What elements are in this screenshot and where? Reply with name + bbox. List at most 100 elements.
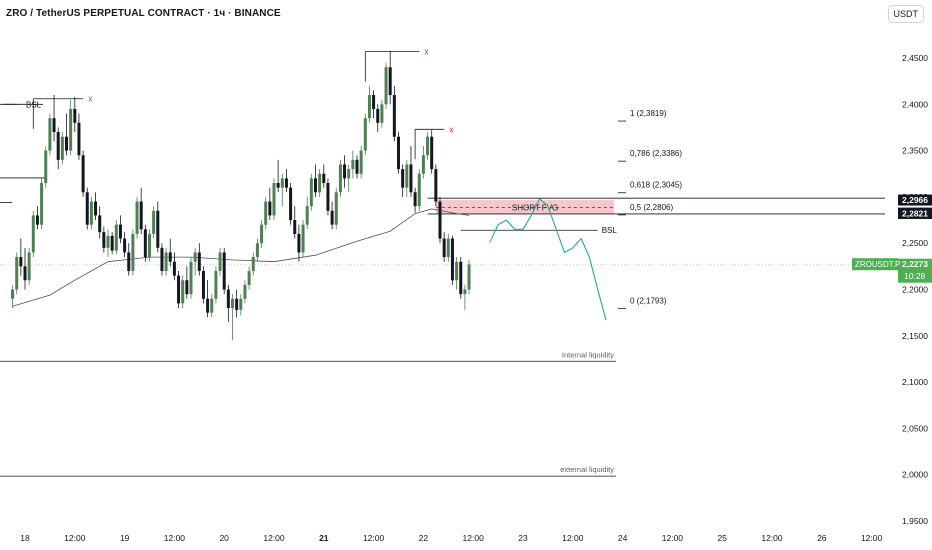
- cross-mark: x: [449, 124, 454, 134]
- price-tag-box: [898, 207, 932, 219]
- candle-body: [73, 108, 77, 123]
- candle-body: [289, 187, 293, 221]
- y-tick-label: 2,1500: [902, 331, 928, 341]
- candle-body: [384, 67, 388, 105]
- candle-body: [367, 95, 371, 119]
- price-tag-label: 2,2966: [902, 195, 928, 205]
- candle-body: [363, 118, 367, 151]
- candle-body: [31, 215, 35, 253]
- projection-line: [489, 198, 607, 321]
- candle-body: [94, 201, 98, 216]
- candle-body: [56, 132, 60, 160]
- y-tick-label: 2,4000: [902, 99, 928, 109]
- candle-body: [359, 150, 363, 174]
- bsl-label: BSL: [602, 226, 618, 235]
- candle-body: [231, 298, 234, 309]
- chart-title: ZRO / TetherUS PERPETUAL CONTRACT · 1ч ·…: [6, 8, 281, 19]
- candle-body: [172, 261, 176, 276]
- candle-body: [455, 261, 459, 281]
- candles: [11, 50, 471, 341]
- candle-body: [77, 122, 81, 156]
- candle-body: [52, 118, 56, 133]
- candle-body: [392, 95, 396, 137]
- y-tick-label: 1,9500: [902, 516, 928, 526]
- candle-body: [338, 164, 342, 193]
- candle-body: [181, 280, 185, 304]
- candle-body: [293, 220, 297, 234]
- x-tick-label: 12:00: [164, 533, 186, 543]
- x-tick-label: 25: [717, 533, 727, 543]
- ma-line: [12, 208, 470, 307]
- candle-body: [251, 257, 255, 271]
- candle-body: [214, 270, 218, 299]
- candle-body: [210, 298, 214, 313]
- symbol-tag-box: [852, 258, 898, 271]
- candle-body: [143, 229, 147, 258]
- candle-body: [197, 252, 201, 271]
- candle-body: [309, 178, 313, 207]
- candle-body: [118, 224, 122, 239]
- candle-body: [430, 136, 434, 170]
- candle-body: [322, 173, 326, 184]
- candle-body: [334, 192, 338, 225]
- candle-body: [426, 136, 430, 156]
- candle-body: [102, 232, 106, 248]
- candle-body: [110, 235, 114, 251]
- candle-body: [409, 164, 413, 193]
- candle-body: [276, 183, 280, 188]
- candle-body: [185, 280, 189, 295]
- candle-body: [326, 183, 330, 211]
- candle-body: [255, 243, 259, 258]
- candle-body: [314, 178, 317, 193]
- candle-body: [301, 224, 305, 253]
- candle-body: [318, 173, 322, 193]
- candle-body: [438, 201, 442, 239]
- candle-body: [351, 159, 355, 170]
- candle-body: [193, 252, 197, 262]
- x-tick-label: 12:00: [363, 533, 385, 543]
- currency-button[interactable]: USDT: [887, 5, 924, 23]
- candle-body: [15, 257, 19, 290]
- candle-body: [19, 257, 23, 267]
- candle-body: [405, 164, 409, 188]
- candle-body: [201, 270, 205, 299]
- candle-body: [81, 155, 85, 193]
- candle-body: [135, 201, 139, 234]
- x-tick-label: 12:00: [662, 533, 684, 543]
- y-tick-label: 2,1000: [902, 377, 928, 387]
- candle-body: [160, 247, 164, 271]
- candle-body: [372, 95, 376, 109]
- candle-body: [247, 270, 251, 285]
- candle-body: [189, 261, 193, 295]
- y-axis[interactable]: 2,45002,40002,35002,30002,25002,20002,15…: [852, 53, 932, 526]
- fib-label: 0,786 (2,3386): [630, 149, 682, 158]
- candle-body: [459, 261, 463, 295]
- candle-body: [98, 215, 102, 233]
- price-tag-label: 2,2273: [902, 259, 928, 269]
- candle-body: [347, 169, 351, 179]
- y-tick-label: 2,0500: [902, 423, 928, 433]
- x-axis[interactable]: 18 12:00 19 12:00 20 12:00 21 12:00 22 12:00 23 12:…: [20, 533, 882, 543]
- candle-body: [27, 252, 31, 281]
- candle-body: [127, 252, 131, 271]
- candle-body: [264, 201, 268, 225]
- candle-body: [156, 210, 160, 248]
- x-tick-label: 18: [20, 533, 30, 543]
- x-tick-label: 12:00: [861, 533, 883, 543]
- candle-body: [131, 233, 135, 271]
- y-tick-label: 2,3500: [902, 146, 928, 156]
- x-tick-label: 20: [219, 533, 229, 543]
- candle-body: [114, 224, 118, 251]
- liquidity-label: Internal liquidity: [562, 350, 614, 359]
- x-tick-label: 12:00: [761, 533, 783, 543]
- candle-body: [401, 169, 405, 188]
- candle-body: [164, 252, 168, 271]
- x-tick-label: 23: [518, 533, 528, 543]
- price-tag-timer: 10:28: [904, 271, 926, 281]
- candle-body: [268, 201, 272, 216]
- x-tick-label: 12:00: [263, 533, 285, 543]
- candle-body: [222, 252, 226, 290]
- x-tick-label: 12:00: [64, 533, 86, 543]
- candle-body: [89, 201, 93, 225]
